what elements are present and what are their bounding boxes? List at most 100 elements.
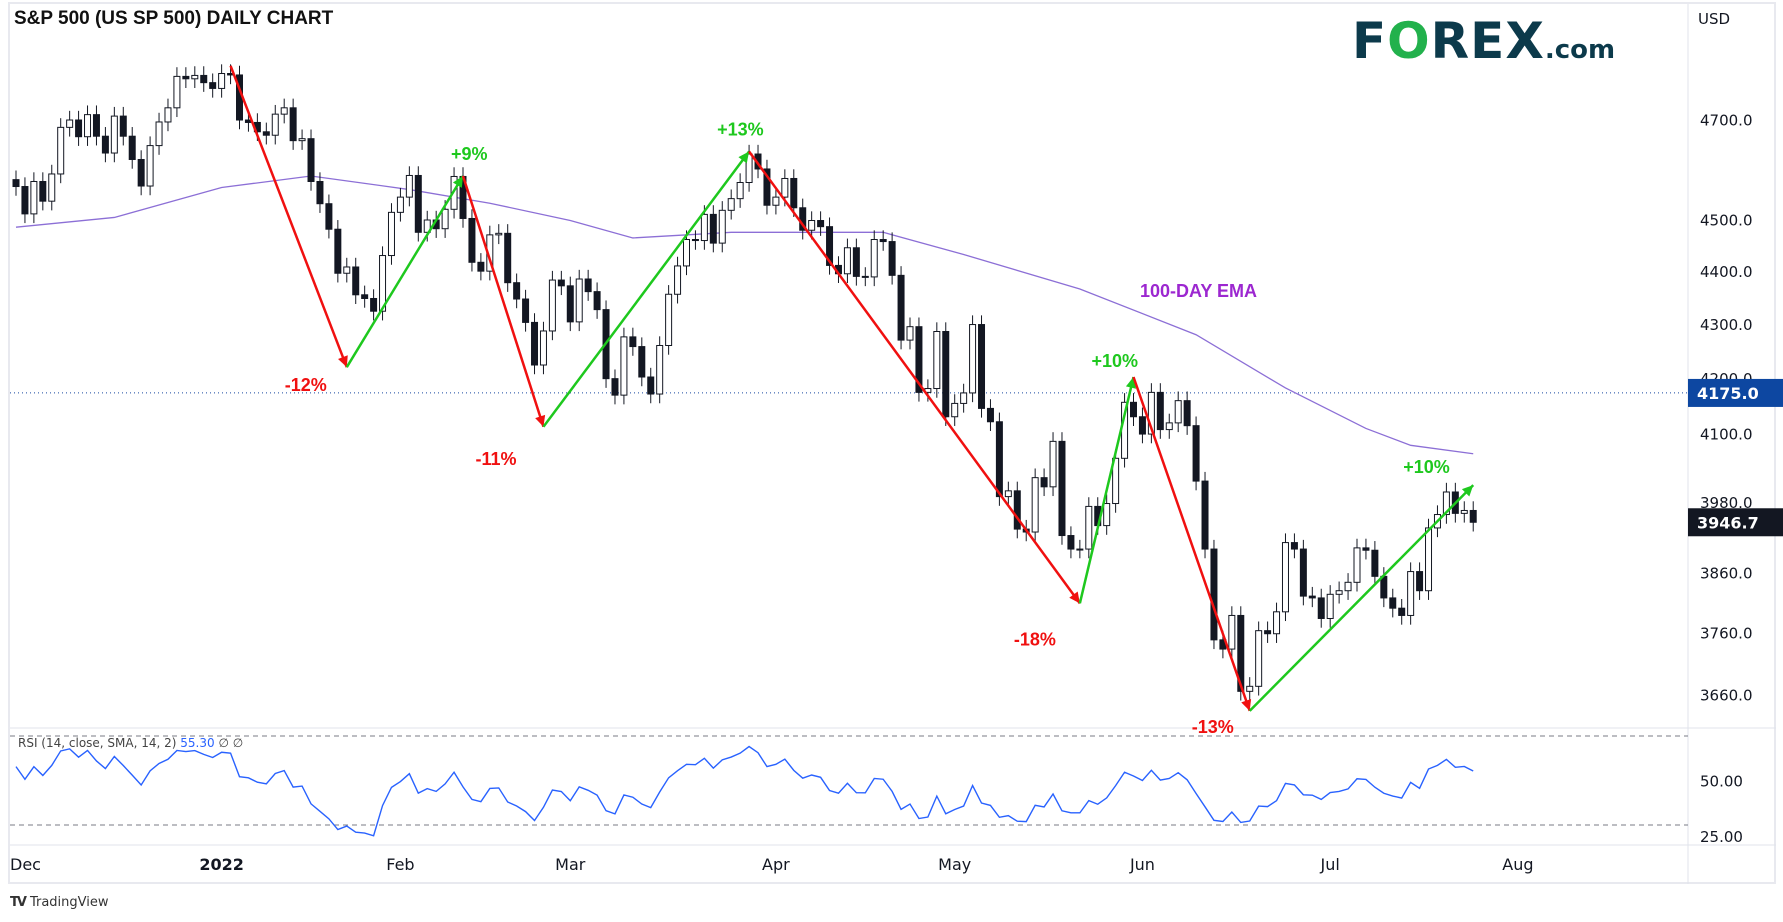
candle: [1112, 449, 1120, 513]
candle-body: [110, 115, 118, 154]
candle: [200, 66, 208, 92]
candle: [861, 267, 869, 287]
candle: [978, 315, 986, 418]
candle-body: [1389, 597, 1397, 609]
candle: [1255, 621, 1263, 696]
candle: [629, 327, 637, 356]
candle-body: [280, 107, 288, 115]
candle: [683, 230, 690, 276]
arrow-head-icon: [1241, 698, 1252, 711]
candle-body: [1183, 400, 1191, 427]
candle-body: [1201, 480, 1209, 550]
candle: [298, 129, 306, 150]
candle-body: [1013, 490, 1021, 530]
rsi-extra-1: ∅: [218, 736, 228, 750]
candle: [1326, 585, 1334, 628]
candle-body: [566, 285, 574, 323]
candle-body: [1031, 477, 1039, 533]
candle: [504, 224, 512, 292]
candle-body: [1362, 547, 1370, 551]
candle-body: [1344, 581, 1352, 592]
rsi-tick-label: 50.00: [1700, 773, 1743, 791]
candle: [727, 189, 735, 220]
candle-body: [387, 211, 395, 257]
candle-body: [1076, 548, 1084, 551]
candle: [1273, 602, 1281, 643]
candle-body: [1308, 595, 1316, 599]
price-tick-label: 3860.0: [1700, 564, 1753, 582]
time-tick-label: Feb: [386, 855, 414, 874]
candle: [709, 205, 717, 253]
candle-body: [1469, 509, 1477, 523]
candle-body: [1460, 509, 1468, 514]
forex-logo: FOREX.com: [1352, 12, 1616, 70]
candle-body: [182, 75, 190, 80]
candle: [665, 285, 673, 355]
candle-body: [1273, 611, 1281, 635]
trend-arrow: +13%: [542, 120, 764, 428]
candle-body: [1085, 505, 1093, 550]
candle-body: [209, 82, 217, 89]
candle: [513, 273, 521, 309]
candle-body: [1147, 391, 1155, 435]
candle: [817, 211, 825, 236]
arrow-head-icon: [338, 355, 348, 368]
move-label: +9%: [451, 144, 488, 164]
move-label: +13%: [717, 120, 764, 140]
candle-body: [638, 346, 646, 378]
trend-arrow: +10%: [1248, 457, 1475, 712]
last-price-tag-bg: [1688, 508, 1783, 537]
candle-body: [539, 330, 547, 366]
candle-body: [405, 174, 413, 198]
candle-body: [57, 126, 65, 175]
candle-body: [334, 228, 342, 274]
candle: [182, 67, 190, 89]
candle: [468, 209, 476, 272]
tradingview-brand[interactable]: TV TradingView: [10, 895, 108, 910]
move-label: -11%: [475, 449, 516, 469]
candle-body: [1112, 457, 1120, 505]
candle-body: [423, 219, 431, 233]
candle-body: [1255, 630, 1263, 687]
candle-body: [84, 114, 92, 138]
candle-body: [1192, 425, 1200, 482]
candle: [1308, 586, 1316, 608]
candle-body: [414, 174, 422, 233]
trend-arrow: -13%: [1132, 376, 1252, 737]
trend-arrow: +10%: [1078, 351, 1138, 604]
arrow-head-icon: [1461, 485, 1474, 497]
candle-body: [674, 265, 682, 295]
candle-body: [271, 113, 279, 136]
candle-body: [557, 279, 565, 287]
candle: [495, 224, 503, 245]
candle-body: [325, 203, 333, 230]
candle-body: [691, 239, 699, 242]
arrow-line: [229, 65, 348, 368]
candle: [1317, 588, 1325, 628]
candle-body: [75, 119, 83, 138]
trend-arrow: -12%: [229, 65, 348, 395]
candle-body: [1299, 548, 1307, 597]
axes: USD 4700.04500.04400.04300.04200.04100.0…: [10, 4, 1776, 884]
candle-body: [48, 173, 56, 202]
candle-body: [513, 282, 521, 300]
level-price-tag-bg: [1688, 378, 1783, 407]
candle-body: [137, 158, 145, 187]
candle-body: [826, 226, 834, 266]
candle: [119, 106, 127, 146]
candle: [1299, 539, 1307, 606]
candle: [66, 110, 74, 137]
rsi-pane: [10, 735, 1688, 837]
candle: [1192, 416, 1200, 491]
candle: [879, 230, 887, 251]
candle: [352, 257, 360, 305]
candle: [1201, 471, 1209, 559]
candle: [566, 276, 574, 332]
candle: [951, 394, 959, 426]
candle-body: [298, 138, 306, 142]
candle-body: [262, 131, 270, 136]
candle-body: [30, 180, 38, 215]
candle: [155, 112, 163, 155]
candle: [852, 238, 860, 286]
